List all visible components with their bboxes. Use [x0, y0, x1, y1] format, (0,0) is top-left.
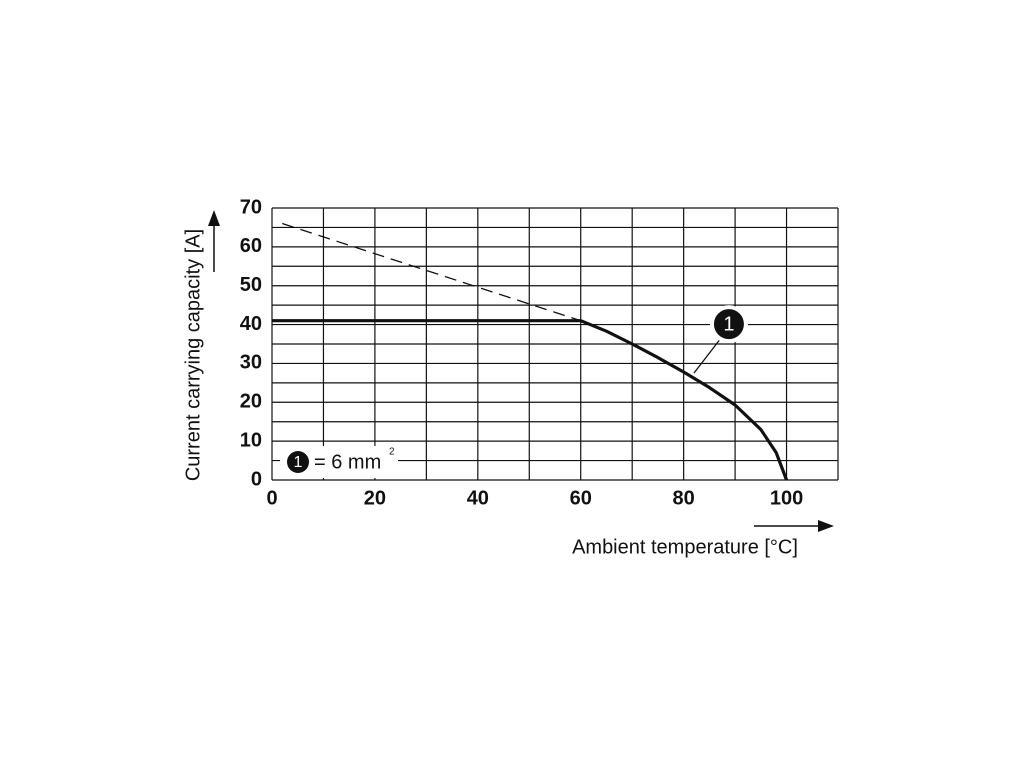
x-tick-label: 40	[467, 487, 489, 509]
x-arrow	[754, 520, 834, 532]
y-tick-label: 60	[240, 235, 262, 257]
y-tick-label: 0	[251, 468, 262, 490]
y-tick-label: 30	[240, 352, 262, 374]
y-axis-label: Current carrying capacity [A]	[182, 229, 204, 481]
x-tick-label: 0	[266, 487, 277, 509]
x-tick-label: 20	[364, 487, 386, 509]
series-line	[272, 319, 789, 481]
annotation-label: 1	[723, 313, 734, 335]
annotation-circle	[713, 309, 744, 340]
series-line	[282, 222, 581, 322]
x-tick-label: 60	[570, 487, 592, 509]
x-tick-label: 80	[673, 487, 695, 509]
y-tick-label: 20	[240, 391, 262, 413]
annotation-leader	[693, 337, 722, 374]
y-arrow	[208, 210, 220, 272]
legend-marker	[287, 451, 309, 473]
x-axis-label: Ambient temperature [°C]	[572, 536, 798, 558]
legend-marker-label: 1	[294, 454, 303, 471]
x-tick-label: 100	[770, 487, 803, 509]
y-tick-label: 50	[240, 274, 262, 296]
y-tick-label: 70	[240, 196, 262, 218]
y-tick-label: 10	[240, 429, 262, 451]
legend-superscript: 2	[389, 447, 395, 458]
legend-text: = 6 mm	[314, 451, 381, 473]
legend: 1 = 6 mm 2	[280, 446, 398, 478]
y-tick-label: 40	[240, 313, 262, 335]
